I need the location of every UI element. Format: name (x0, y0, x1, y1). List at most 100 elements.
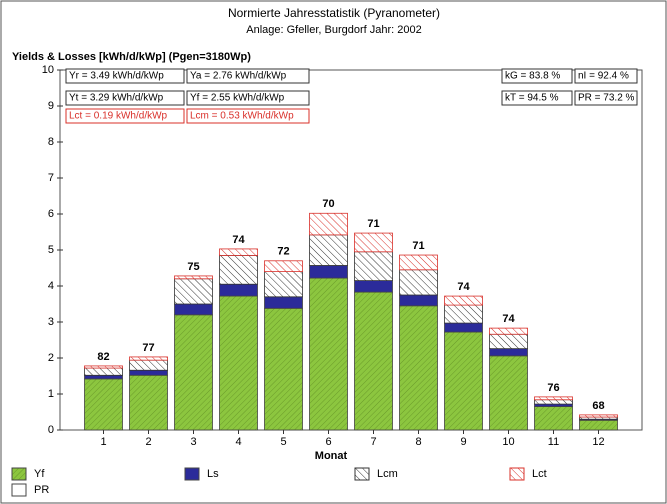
bar-segment (174, 275, 213, 280)
y-tick-label: 2 (48, 352, 54, 364)
bar-segment (309, 212, 348, 236)
y-tick-label: 6 (48, 208, 54, 220)
pr-label: 74 (457, 281, 470, 293)
bar-segment (219, 248, 258, 256)
bar-segment (534, 399, 573, 405)
bar-segment (534, 406, 573, 431)
pr-label: 74 (232, 234, 245, 246)
x-tick-label: 5 (280, 436, 286, 448)
bar-segment (174, 314, 213, 431)
annotation-box (65, 108, 185, 124)
pr-label: 71 (367, 218, 379, 230)
bar-segment (129, 374, 168, 431)
bar-segment (399, 254, 438, 271)
annotation: Lct = 0.19 kWh/d/kWp (69, 111, 168, 122)
annotation: Lcm = 0.53 kWh/d/kWp (190, 111, 294, 122)
pr-label: 82 (97, 351, 109, 363)
y-tick-label: 0 (48, 424, 54, 436)
bar-segment (354, 232, 393, 253)
bar-segment (354, 251, 393, 282)
pr-label: 72 (277, 246, 289, 258)
bar-segment (84, 365, 123, 369)
annotation: nI = 92.4 % (578, 71, 629, 82)
annotation: PR = 73.2 % (578, 93, 635, 104)
bar-segment (84, 374, 123, 380)
bar-segment (489, 327, 528, 335)
bar-segment (489, 333, 528, 350)
y-tick-label: 10 (42, 64, 54, 76)
legend-label: PR (34, 484, 49, 496)
x-tick-label: 11 (548, 436, 559, 448)
bar-segment (354, 280, 393, 293)
annotation-box (186, 90, 310, 106)
pr-label: 77 (142, 342, 154, 354)
legend-swatch (11, 467, 27, 481)
annotation-box (501, 68, 573, 84)
x-tick-label: 6 (325, 436, 331, 448)
bar-segment (264, 307, 303, 431)
x-axis-label: Monat (315, 450, 348, 462)
bar-segment (84, 367, 123, 376)
x-tick-label: 12 (592, 436, 604, 448)
bar-segment (489, 348, 528, 357)
bar-segment (579, 414, 618, 418)
bar-segment (174, 303, 213, 316)
bar-segment (399, 294, 438, 307)
annotation-box (574, 68, 638, 84)
legend-label: Lcm (377, 468, 398, 480)
y-axis-label: Yields & Losses [kWh/d/kWp] (Pgen=3180Wp… (12, 51, 251, 63)
bar-segment (399, 269, 438, 296)
legend-label: Ls (207, 468, 219, 480)
legend-swatch (354, 467, 370, 481)
pr-label: 75 (187, 261, 199, 273)
x-tick-label: 9 (460, 436, 466, 448)
y-tick-label: 1 (48, 388, 54, 400)
bar-segment (444, 295, 483, 306)
bar-segment (444, 322, 483, 333)
bar-segment (309, 265, 348, 279)
annotation-box (186, 108, 310, 124)
legend-label: Yf (34, 468, 45, 480)
chart-title: Normierte Jahresstatistik (Pyranometer) (228, 6, 440, 20)
bar-segment (309, 277, 348, 431)
annotation: Yr = 3.49 kWh/d/kWp (69, 71, 164, 82)
y-tick-label: 9 (48, 100, 54, 112)
legend-label: Lct (532, 468, 547, 480)
bar-segment (84, 378, 123, 431)
annotation: kG = 83.8 % (505, 71, 560, 82)
pr-label: 70 (322, 198, 334, 210)
annotation-box (186, 68, 310, 84)
bar-segment (309, 234, 348, 266)
bar-segment (489, 355, 528, 431)
annotation: Yt = 3.29 kWh/d/kWp (69, 93, 164, 104)
x-tick-label: 1 (100, 436, 106, 448)
y-tick-label: 5 (48, 244, 54, 256)
y-tick-label: 7 (48, 172, 54, 184)
bar-segment (129, 356, 168, 361)
annotation: Yf = 2.55 kWh/d/kWp (190, 93, 285, 104)
bar-segment (219, 283, 258, 297)
x-tick-label: 10 (502, 436, 514, 448)
x-tick-label: 2 (145, 436, 151, 448)
bar-segment (399, 305, 438, 431)
y-tick-label: 3 (48, 316, 54, 328)
bar-segment (129, 369, 168, 376)
bar-segment (444, 304, 483, 324)
bar-segment (444, 331, 483, 431)
bar-segment (264, 271, 303, 298)
pr-label: 74 (502, 313, 515, 325)
x-tick-label: 7 (370, 436, 376, 448)
annotation: kT = 94.5 % (505, 93, 559, 104)
y-tick-label: 4 (48, 280, 54, 292)
x-tick-label: 3 (190, 436, 196, 448)
bar-segment (534, 396, 573, 401)
y-tick-label: 8 (48, 136, 54, 148)
pr-label: 76 (547, 382, 559, 394)
bar-segment (219, 295, 258, 431)
legend-swatch (11, 483, 27, 497)
bar-segment (219, 254, 258, 285)
legend-swatch (184, 467, 200, 481)
x-tick-label: 4 (235, 436, 241, 448)
annotation-box (501, 90, 573, 106)
